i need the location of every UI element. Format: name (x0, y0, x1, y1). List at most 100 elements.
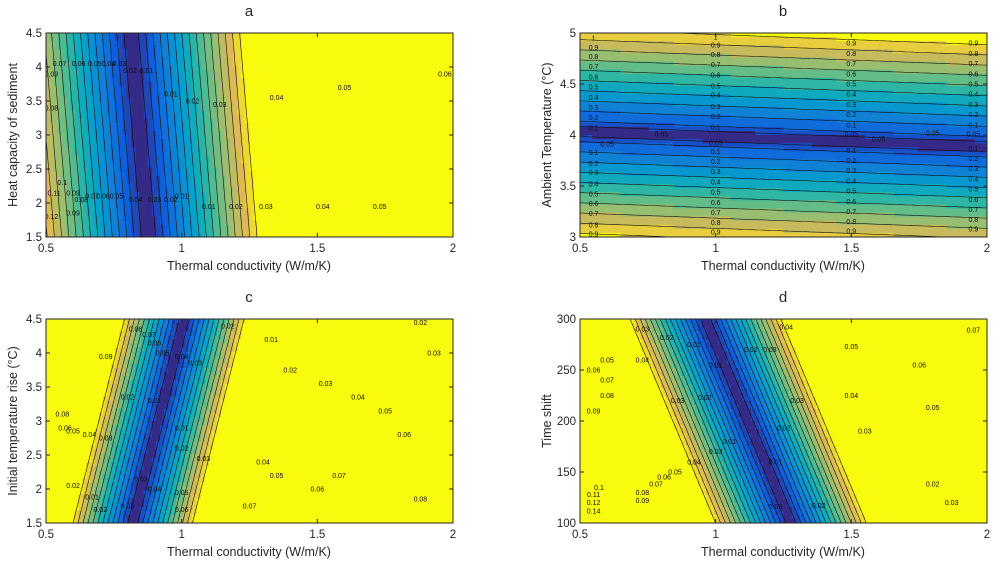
contour-cell (172, 41, 177, 46)
contour-cell (249, 139, 255, 144)
contour-cell (379, 179, 385, 185)
contour-cell (428, 110, 434, 116)
contour-cell (286, 45, 291, 50)
contour-cell (180, 171, 185, 177)
contour-cell (379, 53, 385, 59)
contour-cell (334, 171, 340, 177)
contour-cell (310, 53, 316, 59)
contour-cell (102, 139, 108, 144)
contour-cell (436, 81, 442, 87)
contour-cell (66, 110, 72, 116)
contour-cell (147, 37, 153, 42)
contour-cell (184, 183, 190, 189)
contour-cell (383, 212, 389, 218)
contour-cell (334, 216, 340, 222)
contour-cell (237, 204, 242, 210)
contour-cell (58, 216, 63, 222)
contour-cell (62, 228, 67, 234)
contour-cell (62, 41, 67, 46)
contour-cell (225, 110, 230, 116)
contour-cell (172, 102, 177, 108)
contour-cell (107, 98, 112, 103)
contour-cell (391, 41, 397, 46)
contour-cell (123, 37, 128, 42)
contour-cell (245, 90, 251, 95)
contour-cell (444, 135, 450, 140)
contour-cell (253, 118, 259, 124)
contour-cell (143, 126, 149, 132)
contour-cell (355, 200, 360, 205)
contour-cell (229, 208, 234, 214)
contour-cell (82, 220, 88, 226)
contour-cell (192, 196, 198, 201)
contour-cell (269, 90, 275, 95)
contour-cell (151, 77, 157, 83)
contour-cell (249, 57, 255, 63)
contour-cell (192, 200, 198, 205)
contour-cell (168, 196, 173, 201)
contour-cell (322, 196, 328, 201)
contour-cell (143, 212, 149, 218)
contour-cell (265, 216, 271, 222)
contour-cell (277, 37, 283, 42)
contour-cell (359, 57, 365, 63)
contour-cell (359, 106, 365, 112)
contour-cell (119, 208, 124, 214)
contour-cell (184, 37, 190, 42)
contour-cell (78, 220, 84, 226)
contour-cell (192, 90, 198, 95)
contour-cell (257, 147, 263, 152)
contour-cell (290, 155, 295, 161)
contour-cell (200, 216, 206, 222)
contour-cell (127, 37, 133, 42)
contour-cell (78, 155, 84, 161)
contour-cell (229, 228, 234, 234)
contour-cell (383, 204, 389, 210)
contour-cell (424, 232, 430, 237)
contour-cell (139, 200, 145, 205)
contour-cell (257, 102, 263, 108)
contour-cell (400, 114, 405, 120)
contour-cell (290, 196, 295, 201)
contour-cell (387, 69, 393, 75)
contour-cell (359, 90, 365, 95)
contour-cell (363, 61, 369, 67)
contour-cell (184, 139, 190, 144)
contour-cell (294, 204, 299, 210)
contour-cell (383, 179, 389, 185)
contour-cell (440, 224, 446, 230)
contour-cell (440, 155, 446, 161)
contour-cell (424, 86, 430, 91)
contour-cell (245, 204, 251, 210)
contour-cell (265, 147, 271, 152)
contour-cell (412, 204, 417, 210)
contour-cell (82, 110, 88, 116)
contour-cell (90, 143, 96, 148)
contour-cell (286, 118, 291, 124)
contour-cell (147, 143, 153, 148)
contour-cell (408, 216, 413, 222)
contour-cell (196, 33, 202, 38)
contour-cell (151, 200, 157, 205)
contour-cell (253, 135, 259, 140)
contour-cell (139, 212, 145, 218)
contour-cell (257, 216, 263, 222)
contour-cell (204, 98, 210, 103)
contour-cell (420, 90, 426, 95)
contour-cell (216, 122, 222, 128)
contour-cell (261, 143, 267, 148)
contour-cell (192, 122, 198, 128)
contour-cell (62, 208, 67, 214)
contour-cell (363, 220, 369, 226)
contour-cell (119, 204, 124, 210)
contour-cell (269, 192, 275, 197)
contour-cell (326, 159, 332, 165)
contour-cell (107, 57, 112, 63)
contour-cell (432, 183, 438, 189)
contour-cell (241, 228, 247, 234)
contour-cell (164, 130, 169, 136)
contour-cell (387, 204, 393, 210)
contour-cell (290, 69, 295, 75)
contour-cell (330, 224, 336, 230)
